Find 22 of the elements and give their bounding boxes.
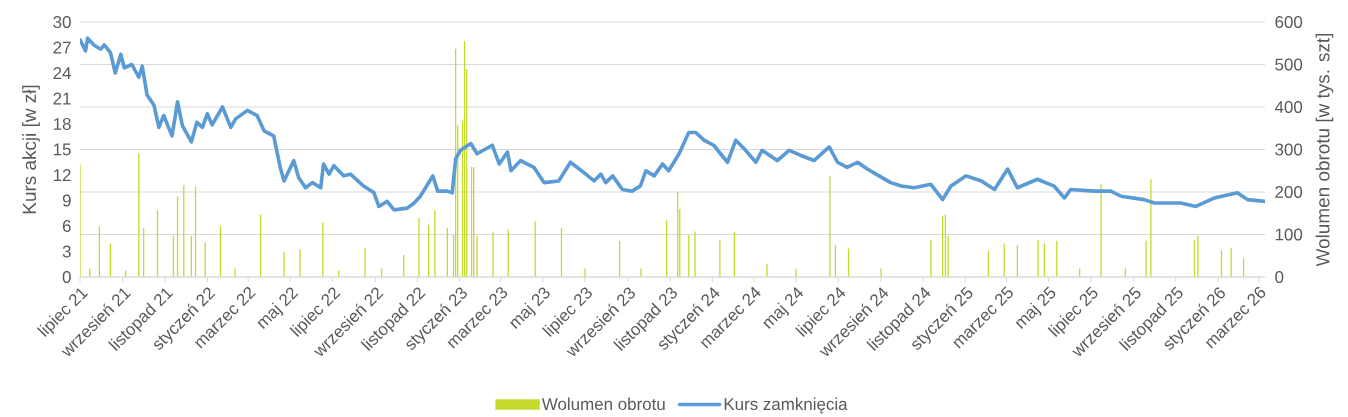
y2-tick-label: 500 — [1275, 58, 1303, 71]
y-tick-label: 15 — [53, 143, 71, 156]
y-tick-label: 3 — [62, 245, 71, 258]
y2-tick-label: 0 — [1275, 271, 1284, 283]
y-tick-label: 18 — [53, 118, 71, 130]
y2-tick-label: 400 — [1274, 101, 1303, 113]
y2-tick-label: 600 — [1275, 16, 1303, 28]
legend-label: Wolumen obrotu — [541, 397, 665, 411]
y-tick-label: 24 — [53, 67, 71, 79]
y2-tick-label: 300 — [1275, 143, 1303, 156]
y-tick-label: 27 — [53, 41, 71, 54]
y-tick-label: 21 — [53, 92, 71, 105]
y2-axis-title: Wolumen obrotu [w tys. szt] — [1315, 33, 1334, 267]
y-tick-label: 9 — [62, 194, 71, 207]
y-tick-label: 0 — [62, 271, 71, 283]
y-tick-label: 12 — [53, 169, 71, 181]
y-axis-title: Kurs akcji [w zł] — [22, 85, 40, 214]
y2-tick-label: 100 — [1275, 228, 1303, 241]
y2-tick-label: 200 — [1275, 186, 1303, 198]
legend-label: Kurs zamknięcia — [724, 397, 848, 414]
y-tick-label: 6 — [62, 220, 71, 232]
y-tick-label: 30 — [53, 16, 71, 28]
